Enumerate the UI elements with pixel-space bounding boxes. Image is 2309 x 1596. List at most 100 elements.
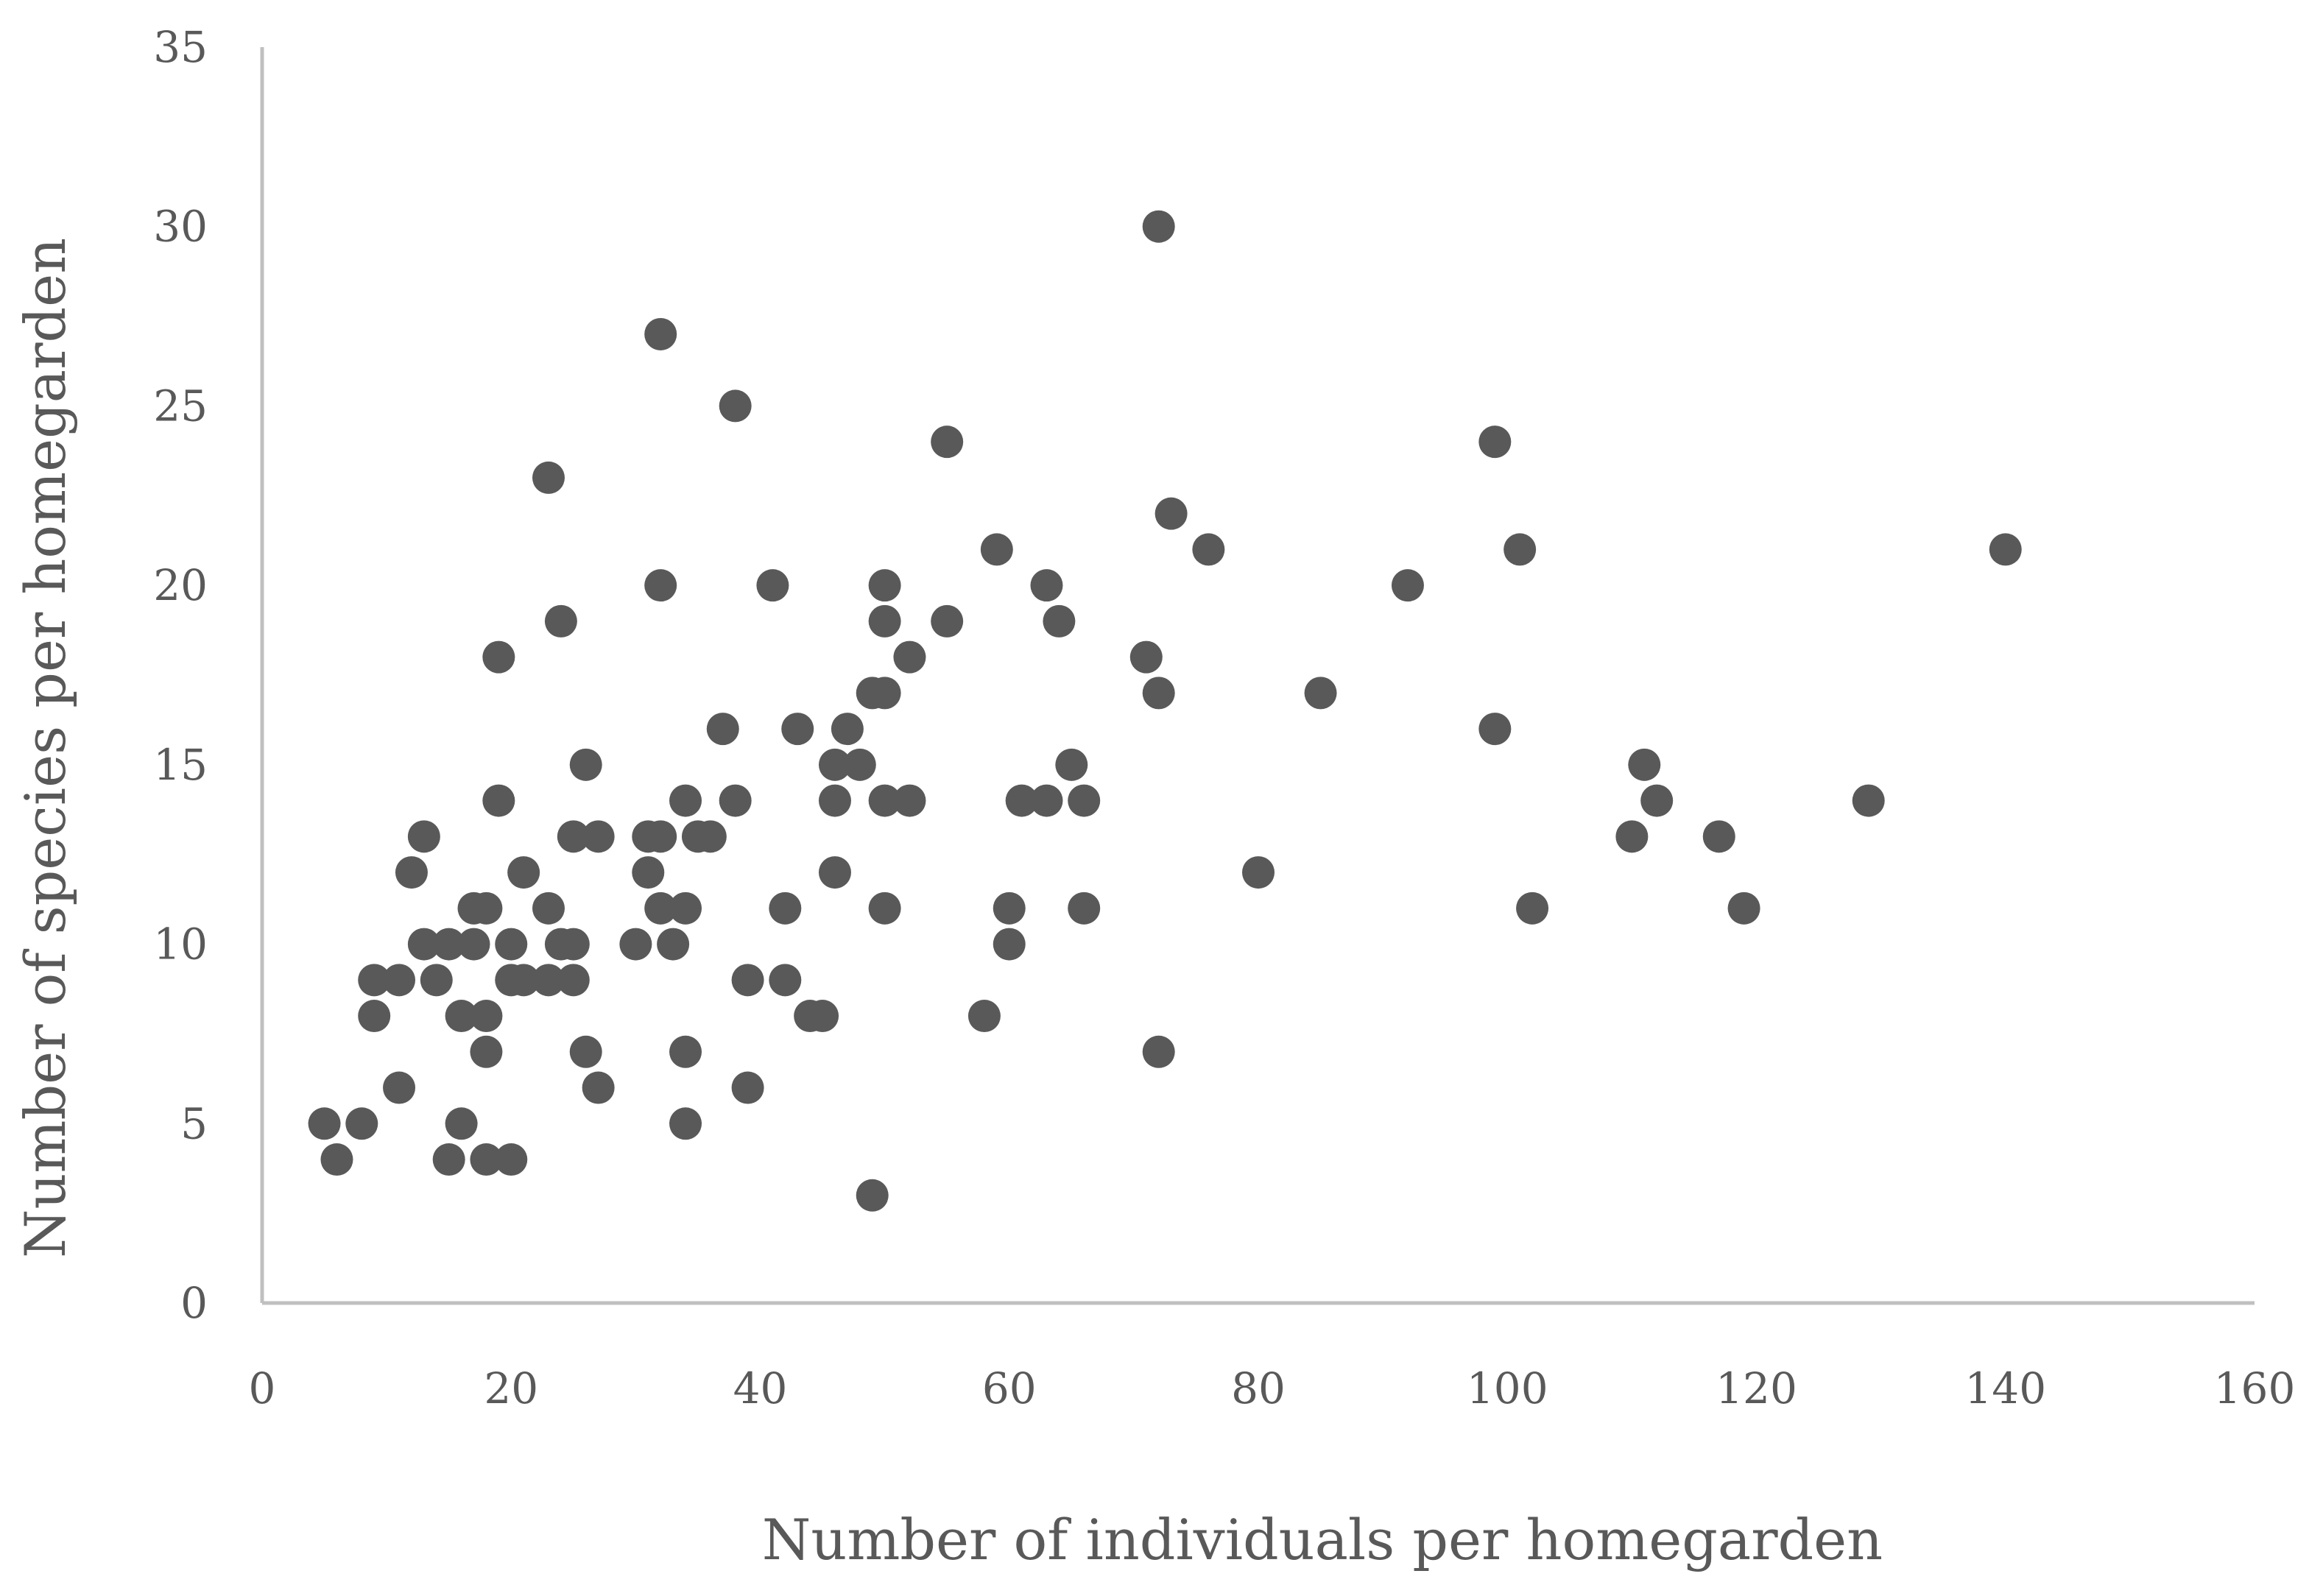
data-point [856, 1179, 889, 1212]
data-point [719, 784, 752, 817]
data-point [1615, 820, 1649, 853]
data-point [669, 1035, 702, 1068]
data-point [893, 784, 926, 817]
data-point [868, 569, 901, 602]
data-point [1702, 820, 1735, 853]
data-point [931, 604, 964, 638]
data-point [432, 928, 465, 961]
y-tick-label: 30 [153, 202, 208, 252]
data-point [644, 891, 677, 925]
y-tick-label: 15 [153, 740, 208, 790]
data-point [980, 533, 1013, 566]
data-point [694, 820, 727, 853]
data-point [383, 964, 416, 997]
data-point [769, 891, 802, 925]
data-point [644, 317, 677, 350]
data-point [644, 569, 677, 602]
x-tick-label: 20 [484, 1363, 538, 1413]
y-tick-labels: 0 5 10 15 20 25 30 35 [153, 22, 208, 1328]
data-point [769, 964, 802, 997]
data-point [395, 856, 428, 889]
data-point [1043, 604, 1076, 638]
data-point [669, 891, 702, 925]
y-tick-label: 20 [153, 560, 208, 610]
data-point [1516, 891, 1549, 925]
data-point [457, 928, 490, 961]
data-point [669, 1107, 702, 1140]
x-tick-label: 40 [733, 1363, 788, 1413]
data-point [993, 891, 1026, 925]
data-point [482, 784, 515, 817]
data-point [1304, 677, 1337, 710]
data-point [893, 640, 926, 674]
data-point [669, 784, 702, 817]
x-tick-label: 140 [1964, 1363, 2046, 1413]
data-point [644, 820, 677, 853]
data-point [993, 928, 1026, 961]
data-point [1142, 210, 1175, 243]
data-point [731, 964, 764, 997]
data-point [632, 856, 665, 889]
x-tick-label: 80 [1231, 1363, 1286, 1413]
data-point [781, 713, 814, 746]
data-point [383, 1071, 416, 1104]
y-axis-title: Number of species per homegarden [13, 238, 78, 1258]
data-point [1852, 784, 1885, 817]
data-point [1068, 784, 1101, 817]
data-point [1129, 640, 1163, 674]
data-point [432, 1143, 465, 1176]
x-tick-label: 60 [982, 1363, 1037, 1413]
data-point [470, 1035, 503, 1068]
data-point [495, 1143, 528, 1176]
data-point [532, 891, 565, 925]
x-tick-label: 120 [1716, 1363, 1797, 1413]
data-point [619, 928, 652, 961]
data-point [818, 784, 851, 817]
data-point [868, 891, 901, 925]
data-point [407, 928, 440, 961]
data-point [1142, 677, 1175, 710]
data-point [1030, 784, 1063, 817]
data-point [931, 426, 964, 459]
x-tick-label: 0 [249, 1363, 276, 1413]
data-point [507, 856, 540, 889]
x-tick-label: 100 [1467, 1363, 1548, 1413]
data-point [557, 964, 590, 997]
y-tick-label: 25 [153, 381, 208, 431]
data-point [1478, 426, 1512, 459]
data-point [1005, 784, 1038, 817]
data-point [731, 1071, 764, 1104]
data-point [358, 1000, 391, 1033]
data-point [843, 748, 876, 781]
y-tick-label: 0 [180, 1278, 208, 1328]
data-point [657, 928, 690, 961]
data-point [706, 713, 739, 746]
data-point [831, 713, 864, 746]
data-point [544, 604, 577, 638]
data-point [445, 1000, 478, 1033]
data-point [868, 784, 901, 817]
data-point [495, 928, 528, 961]
data-point [532, 461, 565, 494]
data-point [868, 604, 901, 638]
data-point [1192, 533, 1225, 566]
y-tick-label: 5 [180, 1098, 208, 1148]
y-tick-label: 35 [153, 22, 208, 72]
data-point [569, 748, 602, 781]
data-point [719, 389, 752, 423]
x-axis-title: Number of individuals per homegarden [762, 1507, 1883, 1572]
data-point [345, 1107, 378, 1140]
data-point [1478, 713, 1512, 746]
data-point [806, 1000, 839, 1033]
data-point [482, 640, 515, 674]
data-point [1727, 891, 1760, 925]
data-point [967, 1000, 1001, 1033]
data-point [868, 677, 901, 710]
data-point [470, 891, 503, 925]
data-point [569, 1035, 602, 1068]
data-point [1030, 569, 1063, 602]
data-point [308, 1107, 341, 1140]
data-point [358, 964, 391, 997]
data-point [557, 928, 590, 961]
